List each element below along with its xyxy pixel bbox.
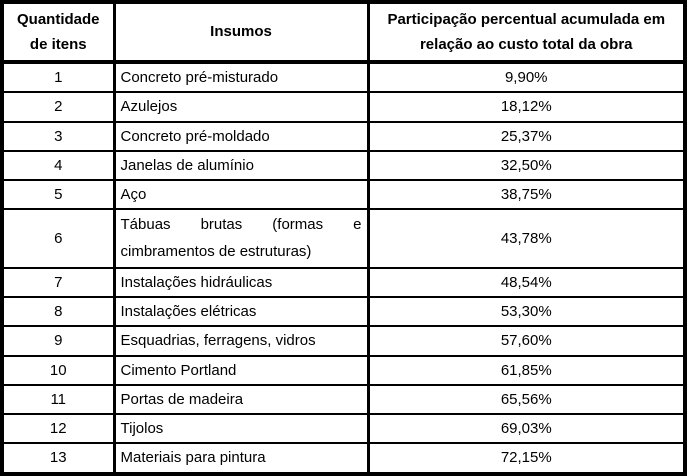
table-row: 8 Instalações elétricas 53,30% xyxy=(0,295,687,328)
pct-cell: 48,54% xyxy=(366,266,687,299)
pct-cell: 61,85% xyxy=(366,354,687,386)
qty-cell: 3 xyxy=(0,120,116,152)
qty-cell: 4 xyxy=(0,149,116,182)
insumo-cell: Esquadrias, ferragens, vidros xyxy=(112,325,370,357)
table-row: 9 Esquadrias, ferragens, vidros 57,60% xyxy=(0,325,687,357)
insumo-cell: Portas de madeira xyxy=(112,383,370,416)
table-row: 6 Tábuas brutas (formas e cimbramentos d… xyxy=(0,208,687,269)
pct-cell: 25,37% xyxy=(366,120,687,152)
qty-cell: 8 xyxy=(0,295,116,328)
qty-cell: 2 xyxy=(0,91,116,123)
pct-cell: 9,90% xyxy=(366,60,687,94)
table-row: 4 Janelas de alumínio 32,50% xyxy=(0,149,687,182)
insumo-cell: Cimento Portland xyxy=(112,354,370,386)
insumo-cell: Instalações hidráulicas xyxy=(112,266,370,299)
table-row: 2 Azulejos 18,12% xyxy=(0,91,687,123)
table-row: 5 Aço 38,75% xyxy=(0,178,687,211)
insumo-cell: Concreto pré-misturado xyxy=(112,60,370,94)
table-row: 10 Cimento Portland 61,85% xyxy=(0,354,687,386)
table-row: 3 Concreto pré-moldado 25,37% xyxy=(0,120,687,152)
qty-cell: 5 xyxy=(0,178,116,211)
qty-cell: 11 xyxy=(0,383,116,416)
insumo-cell: Janelas de alumínio xyxy=(112,149,370,182)
insumo-cell: Tijolos xyxy=(112,412,370,445)
pct-cell: 65,56% xyxy=(366,383,687,416)
table-header: Quantidade de itens Insumos Participação… xyxy=(0,1,687,64)
qty-cell: 9 xyxy=(0,325,116,357)
qty-cell: 7 xyxy=(0,266,116,299)
insumo-cell: Tábuas brutas (formas e cimbramentos de … xyxy=(112,208,370,269)
pct-cell: 18,12% xyxy=(366,91,687,123)
table-row: 7 Instalações hidráulicas 48,54% xyxy=(0,266,687,299)
header-row: Quantidade de itens Insumos Participação… xyxy=(0,1,687,64)
pct-cell: 53,30% xyxy=(366,295,687,328)
pct-cell: 32,50% xyxy=(366,149,687,182)
table-row: 11 Portas de madeira 65,56% xyxy=(0,383,687,416)
header-participacao: Participação percentual acumulada em rel… xyxy=(366,1,687,64)
header-insumos: Insumos xyxy=(112,1,370,64)
qty-cell: 1 xyxy=(0,60,116,94)
pct-cell: 38,75% xyxy=(366,178,687,211)
table-body: 1 Concreto pré-misturado 9,90% 2 Azulejo… xyxy=(0,60,687,475)
header-quantidade: Quantidade de itens xyxy=(0,1,116,64)
insumo-cell: Instalações elétricas xyxy=(112,295,370,328)
qty-cell: 12 xyxy=(0,412,116,445)
table-row: 12 Tijolos 69,03% xyxy=(0,412,687,445)
pct-cell: 57,60% xyxy=(366,325,687,357)
qty-cell: 6 xyxy=(0,208,116,269)
insumo-cell: Azulejos xyxy=(112,91,370,123)
qty-cell: 13 xyxy=(0,442,116,475)
table-row: 13 Materiais para pintura 72,15% xyxy=(0,442,687,475)
pct-cell: 43,78% xyxy=(366,208,687,269)
table-row: 1 Concreto pré-misturado 9,90% xyxy=(0,60,687,94)
insumo-cell: Concreto pré-moldado xyxy=(112,120,370,152)
insumo-cell: Aço xyxy=(112,178,370,211)
pct-cell: 69,03% xyxy=(366,412,687,445)
pct-cell: 72,15% xyxy=(366,442,687,475)
insumo-cell: Materiais para pintura xyxy=(112,442,370,475)
qty-cell: 10 xyxy=(0,354,116,386)
